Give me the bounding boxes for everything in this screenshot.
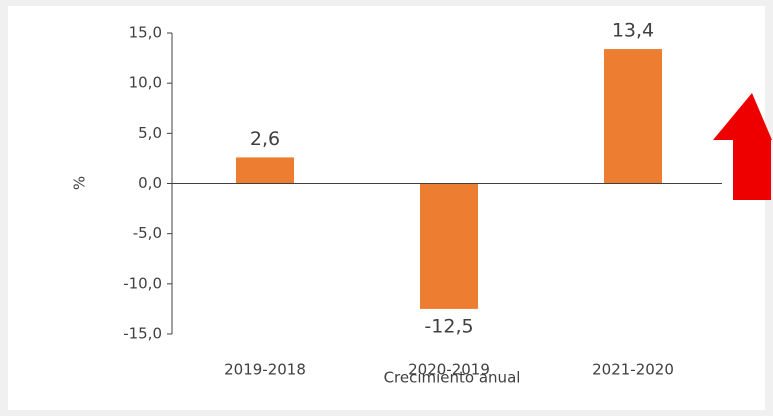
y-tick-label: 15,0	[129, 24, 162, 42]
x-axis-label: Crecimiento anual	[384, 369, 521, 387]
y-tick-label: 10,0	[129, 74, 162, 92]
bar	[604, 49, 662, 184]
value-label: 2,6	[250, 128, 280, 150]
bar	[420, 183, 478, 309]
y-tick-label: -5,0	[133, 224, 162, 242]
bar	[236, 157, 294, 184]
y-tick-label: 0,0	[138, 174, 162, 192]
y-tick-label: -10,0	[123, 274, 162, 292]
x-tick-label: 2020-2019	[408, 361, 490, 379]
value-label: -12,5	[424, 315, 473, 337]
y-tick-label: 5,0	[138, 124, 162, 142]
y-axis-label: %	[71, 176, 89, 190]
red-arrow	[713, 93, 772, 200]
x-tick-label: 2021-2020	[592, 361, 674, 379]
y-tick-label: -15,0	[123, 325, 162, 343]
x-tick-label: 2019-2018	[224, 361, 306, 379]
value-label: 13,4	[612, 20, 654, 42]
